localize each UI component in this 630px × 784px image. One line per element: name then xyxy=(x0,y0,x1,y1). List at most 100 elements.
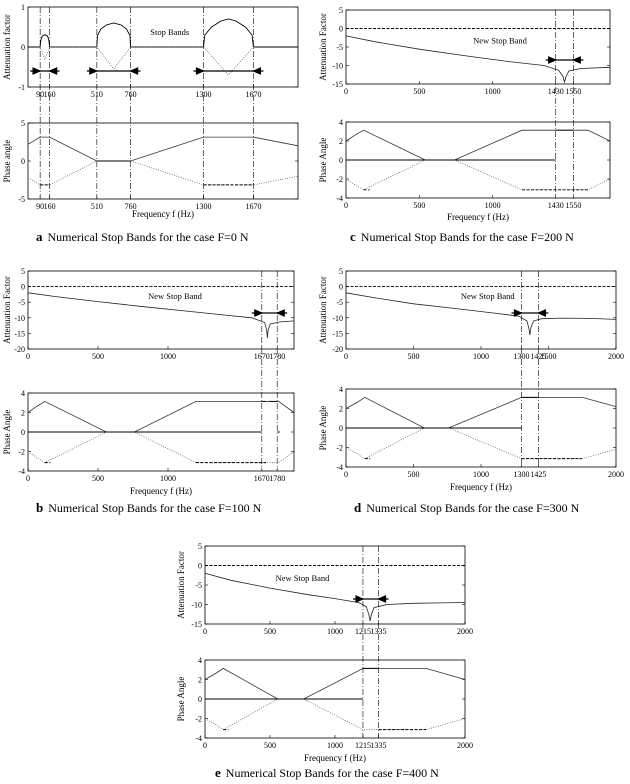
phase-ytick-label: 0 xyxy=(198,695,202,704)
phase-ytick-label: 0 xyxy=(21,428,25,437)
phase-series-phase-upper xyxy=(204,667,466,700)
phase-xtick-label: 1000 xyxy=(327,741,343,750)
attenuation-xtick-label: 1300 xyxy=(196,90,212,99)
attenuation-xtick-label: 1500 xyxy=(541,352,557,361)
attenuation-ytick-label: 0 xyxy=(339,283,343,292)
stop-band-annotation: New Stop Band xyxy=(461,291,516,301)
phase-xtick-label: 1300 xyxy=(196,202,212,211)
panel-caption-letter: a xyxy=(36,229,43,244)
attenuation-xtick-label: 1000 xyxy=(160,352,176,361)
phase-xtick-label: 1670 xyxy=(245,202,261,211)
stop-band-annotation: New Stop Band xyxy=(473,35,528,45)
phase-ylabel: Phase Angle xyxy=(318,406,328,451)
phase-ytick-label: 2 xyxy=(339,137,343,146)
stop-band-arrow-head-right xyxy=(48,67,58,75)
attenuation-axes-frame xyxy=(345,9,611,85)
attenuation-ytick-label: 5 xyxy=(198,542,202,551)
attenuation-xtick-label: 500 xyxy=(413,87,425,96)
attenuation-xtick-label: 2000 xyxy=(457,627,473,636)
phase-ytick-label: 0 xyxy=(339,424,343,433)
attenuation-xtick-label: 1000 xyxy=(473,352,489,361)
phase-series-phase-upper xyxy=(345,129,611,161)
phase-xtick-label: 0 xyxy=(344,201,348,210)
phase-axes-frame xyxy=(27,122,299,200)
attenuation-ylabel: Attenuation Factor xyxy=(2,276,12,344)
attenuation-ytick-label: 0 xyxy=(21,43,25,52)
phase-xtick-label: 1670 xyxy=(254,474,270,483)
panel-caption-text: Numerical Stop Bands for the case F=200 … xyxy=(361,230,574,244)
attenuation-ytick-label: -10 xyxy=(191,601,202,610)
panel-caption-text: Numerical Stop Bands for the case F=400 … xyxy=(226,766,439,780)
stop-band-arrow-head-right xyxy=(251,67,261,75)
phase-ytick-label: 4 xyxy=(198,656,202,665)
phase-ylabel: Phase Angle xyxy=(176,677,186,722)
stop-band-arrow-head-left xyxy=(548,56,558,64)
stop-band-arrow-head-right xyxy=(275,309,285,317)
panel-caption-letter: c xyxy=(350,229,356,244)
attenuation-series-attenuation-decay xyxy=(345,292,617,336)
frequency-xlabel: Frequency f (Hz) xyxy=(450,482,512,492)
phase-xtick-label: 510 xyxy=(91,202,103,211)
stop-band-arrow-head-right xyxy=(376,595,387,603)
phase-ytick-label: 0 xyxy=(339,156,343,165)
attenuation-xtick-label: 500 xyxy=(92,352,104,361)
stop-band-arrow-head-right xyxy=(129,67,139,75)
phase-xtick-label: 500 xyxy=(264,741,276,750)
attenuation-ytick-label: -10 xyxy=(14,314,25,323)
phase-xtick-label: 2000 xyxy=(457,741,473,750)
phase-xtick-label: 500 xyxy=(408,470,420,479)
phase-xtick-label: 500 xyxy=(413,201,425,210)
phase-ytick-label: -4 xyxy=(18,467,25,476)
phase-series-phase-lower xyxy=(345,427,617,460)
phase-ytick-label: 4 xyxy=(21,389,25,398)
phase-ytick-label: 5 xyxy=(21,119,25,128)
phase-xtick-label: 1335 xyxy=(371,741,387,750)
panel-caption: c Numerical Stop Bands for the case F=200… xyxy=(350,229,574,244)
attenuation-ylabel: Attenuation Factor xyxy=(176,551,186,619)
attenuation-axes-frame xyxy=(345,270,617,350)
panel-caption: d Numerical Stop Bands for the case F=300… xyxy=(354,500,580,515)
attenuation-ylabel: Attenuation factor xyxy=(2,14,12,80)
frequency-xlabel: Frequency f (Hz) xyxy=(132,209,194,219)
attenuation-xtick-label: 0 xyxy=(26,352,30,361)
phase-ytick-label: -2 xyxy=(195,715,202,724)
phase-xtick-label: 1000 xyxy=(485,201,501,210)
attenuation-ytick-label: -5 xyxy=(195,581,202,590)
panel-caption-text: Numerical Stop Bands for the case F=100 … xyxy=(48,501,261,515)
attenuation-xtick-label: 500 xyxy=(408,352,420,361)
attenuation-xtick-label: 510 xyxy=(91,90,103,99)
stop-band-arrow-head-left xyxy=(32,67,42,75)
attenuation-ytick-label: -15 xyxy=(332,329,343,338)
phase-ytick-label: -4 xyxy=(195,734,202,743)
attenuation-xtick-label: 2000 xyxy=(608,352,624,361)
phase-xtick-label: 1215 xyxy=(355,741,371,750)
attenuation-ytick-label: -20 xyxy=(14,345,25,354)
phase-series-phase-upper xyxy=(27,136,299,162)
phase-ytick-label: 2 xyxy=(198,676,202,685)
attenuation-ytick-label: -15 xyxy=(191,620,202,629)
phase-series-phase-lower xyxy=(345,159,611,191)
phase-ytick-label: -4 xyxy=(336,463,343,472)
phase-xtick-label: 0 xyxy=(26,474,30,483)
attenuation-axes-frame xyxy=(27,270,295,350)
panel-caption: e Numerical Stop Bands for the case F=400… xyxy=(215,765,439,780)
phase-xtick-label: 90 xyxy=(36,202,44,211)
attenuation-ytick-label: -20 xyxy=(332,345,343,354)
attenuation-xtick-label: 90 xyxy=(36,90,44,99)
panel-caption-text: Numerical Stop Bands for the case F=0 N xyxy=(48,230,249,244)
attenuation-xtick-label: 1670 xyxy=(245,90,261,99)
phase-xtick-label: 1000 xyxy=(160,474,176,483)
phase-ytick-label: -2 xyxy=(336,175,343,184)
attenuation-xtick-label: 0 xyxy=(344,87,348,96)
phase-series-phase-upper xyxy=(27,400,295,433)
phase-ytick-label: -5 xyxy=(18,195,25,204)
attenuation-xtick-label: 1000 xyxy=(327,627,343,636)
panel-caption-letter: b xyxy=(36,500,43,515)
attenuation-ytick-label: 5 xyxy=(339,267,343,276)
attenuation-ytick-label: -1 xyxy=(18,83,25,92)
panel-caption-letter: d xyxy=(354,500,362,515)
stop-band-annotation: New Stop Band xyxy=(276,573,331,583)
attenuation-ytick-label: 1 xyxy=(21,3,25,12)
